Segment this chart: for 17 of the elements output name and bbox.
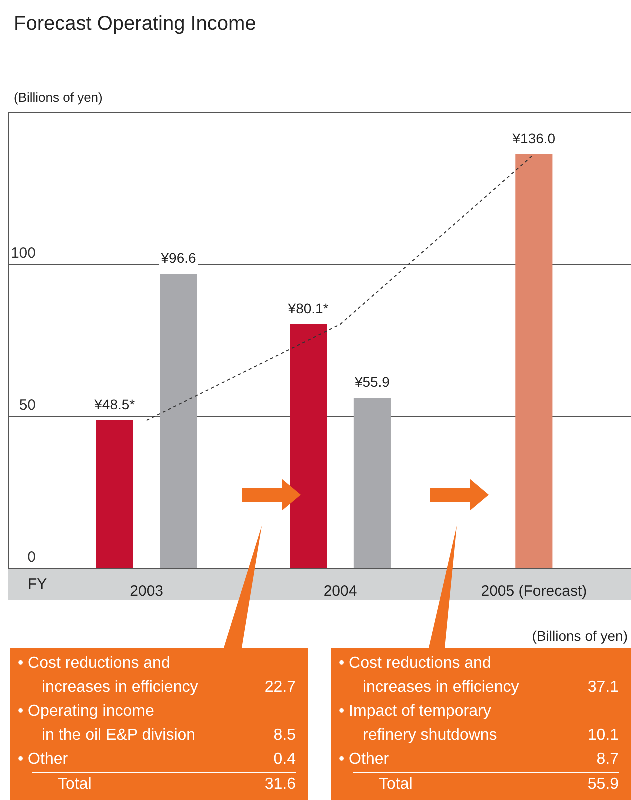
y-tick-label: 0 [28,549,36,566]
text: • Cost reductions and increases in efficiency 22.7 • Operating income in the oil E&P division 8.5 • Other 0.4 Total 31.6 [18,655,296,793]
y-axis-title: (Billions of yen) [14,90,103,105]
chart-title: Forecast Operating Income [14,13,256,36]
y-tick-label: 100 [10,245,36,262]
y-tick-label: 50 [19,397,36,414]
data-label: ¥55.9 [354,374,390,390]
data-label: ¥96.6 [160,250,197,266]
data-label: ¥80.1* [287,300,330,316]
data-label: ¥48.5* [94,396,136,412]
text: (Billions of yen) [532,628,628,644]
text: • Cost reductions and increases in efficiency 37.1 • Impact of temporary refinery shutdowns 10.1 • Other 8.7 Total 55.9 [339,655,619,793]
x-tick-label: 2004 [324,583,358,600]
data-label: ¥136.0 [512,130,556,146]
x-axis-title: FY [28,576,48,593]
x-tick-label: 2005 (Forecast) [481,583,588,600]
x-tick-label: 2003 [130,583,164,600]
